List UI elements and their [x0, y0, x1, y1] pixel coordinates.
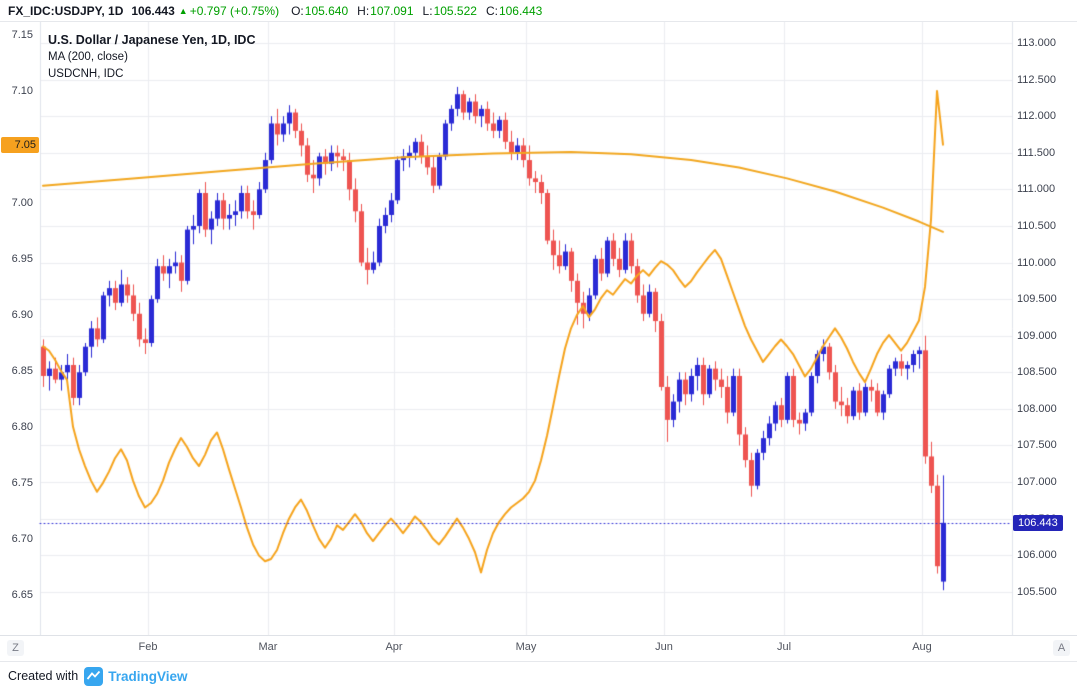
- open-value: 105.640: [304, 3, 349, 18]
- left-axis-tick: 6.70: [11, 532, 33, 545]
- time-axis[interactable]: Z Feb Mar Apr May Jun Jul Aug A: [0, 635, 1077, 661]
- chart-area[interactable]: U.S. Dollar / Japanese Yen, 1D, IDC MA (…: [0, 22, 1077, 635]
- close-readout: C:106.443: [486, 4, 542, 18]
- high-label: H:: [357, 3, 370, 18]
- time-axis-label: Aug: [912, 641, 932, 653]
- left-axis-tick: 7.15: [11, 28, 33, 41]
- usdcnh-price-badge: 7.05: [1, 136, 39, 153]
- tradingview-brand-link[interactable]: TradingView: [108, 668, 188, 684]
- right-axis-tick: 111.000: [1017, 183, 1056, 196]
- chart-legend: U.S. Dollar / Japanese Yen, 1D, IDC MA (…: [48, 31, 256, 83]
- left-price-axis[interactable]: 7.15 7.10 7.05 7.00 6.95 6.90 6.85 6.80 6.75 6.70…: [0, 22, 38, 635]
- high-readout: H:107.091: [357, 4, 413, 18]
- time-axis-label: Apr: [385, 641, 403, 653]
- left-axis-tick: 6.85: [11, 364, 33, 377]
- right-axis-tick: 106.000: [1017, 549, 1057, 562]
- right-price-axis[interactable]: 113.000 112.500 112.000 111.500 111.000 110.5…: [1013, 22, 1077, 635]
- time-axis-label: Mar: [258, 641, 278, 653]
- left-axis-tick: 7.10: [11, 84, 33, 97]
- right-axis-tick: 112.500: [1017, 73, 1056, 86]
- right-axis-tick: 110.000: [1017, 256, 1056, 269]
- right-axis-tick: 109.000: [1017, 329, 1057, 342]
- price-change: +0.797 (+0.75%): [189, 3, 280, 18]
- right-axis-tick: 107.000: [1017, 476, 1057, 489]
- time-axis-label: May: [515, 641, 537, 653]
- timezone-button[interactable]: Z: [7, 640, 24, 656]
- right-axis-tick: 111.500: [1017, 146, 1056, 159]
- right-axis-tick: 110.500: [1017, 219, 1056, 232]
- autoscale-button[interactable]: A: [1053, 640, 1070, 656]
- right-axis-tick: 113.000: [1017, 37, 1056, 49]
- right-axis-tick: 109.500: [1017, 293, 1057, 306]
- symbol-info-bar: FX_IDC:USDJPY, 1D 106.443 ▲ +0.797 (+0.7…: [0, 0, 1077, 22]
- right-axis-tick: 112.000: [1017, 110, 1056, 123]
- up-arrow-icon: ▲: [178, 5, 188, 16]
- low-label: L:: [422, 3, 433, 18]
- right-axis-tick: 108.500: [1017, 366, 1057, 379]
- time-axis-label: Jul: [776, 641, 792, 653]
- right-axis-tick: 105.500: [1017, 585, 1057, 598]
- legend-ma-200[interactable]: MA (200, close): [48, 51, 128, 63]
- right-axis-tick: 108.000: [1017, 402, 1057, 415]
- low-readout: L:105.522: [423, 4, 477, 18]
- low-value: 105.522: [433, 3, 477, 18]
- legend-usdcnh[interactable]: USDCNH, IDC: [48, 68, 124, 80]
- open-readout: O:105.640: [291, 4, 348, 18]
- price-chart-canvas[interactable]: [0, 22, 1077, 635]
- attribution-footer: Created with TradingView: [0, 661, 1077, 690]
- time-axis-label: Jun: [655, 641, 673, 653]
- left-axis-tick: 6.90: [11, 308, 33, 321]
- high-value: 107.091: [370, 3, 414, 18]
- left-axis-tick: 6.95: [11, 252, 33, 265]
- tradingview-logo-icon[interactable]: [84, 666, 104, 686]
- left-axis-tick: 6.80: [11, 420, 33, 433]
- right-axis-tick: 107.500: [1017, 439, 1057, 452]
- close-value: 106.443: [498, 3, 543, 18]
- time-axis-label: Feb: [138, 641, 158, 653]
- close-label: C:: [485, 3, 498, 18]
- left-axis-tick: 7.00: [11, 196, 33, 209]
- left-axis-tick: 6.65: [11, 588, 33, 601]
- last-price-badge: 106.443: [1013, 514, 1063, 531]
- last-price: 106.443: [131, 3, 175, 18]
- legend-main-series[interactable]: U.S. Dollar / Japanese Yen, 1D, IDC: [48, 33, 256, 47]
- symbol-title[interactable]: FX_IDC:USDJPY, 1D: [8, 3, 124, 18]
- left-axis-tick: 6.75: [11, 476, 33, 489]
- created-with-text: Created with: [8, 669, 79, 683]
- open-label: O:: [291, 3, 304, 18]
